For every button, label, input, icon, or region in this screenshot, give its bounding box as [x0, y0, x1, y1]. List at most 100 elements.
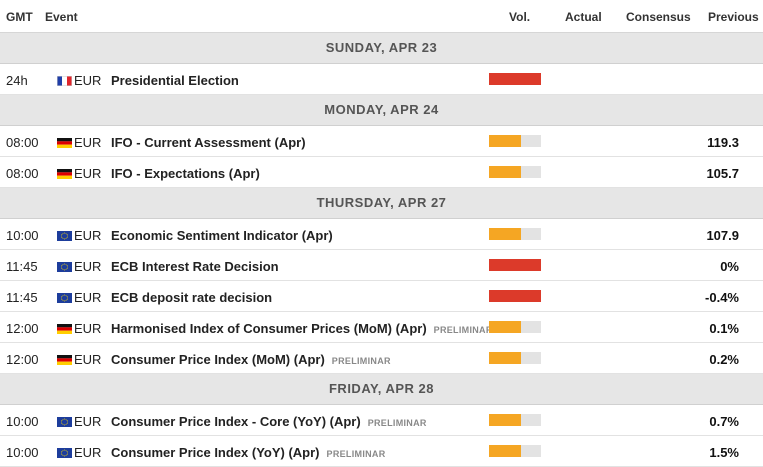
event-row[interactable]: 11:45 EUR ECB Interest Rate Decision 0% [0, 250, 763, 281]
preliminary-tag: PRELIMINAR [331, 356, 391, 366]
volatility-bar [489, 259, 541, 271]
event-name[interactable]: Economic Sentiment Indicator (Apr) [111, 228, 333, 243]
eu-flag-icon [57, 446, 72, 458]
volatility-bar [489, 445, 541, 457]
event-name[interactable]: IFO - Current Assessment (Apr) [111, 135, 306, 150]
volatility-bar [489, 321, 541, 333]
previous-value: 0.2% [709, 352, 739, 367]
event-currency: EUR [74, 414, 102, 429]
event-currency: EUR [74, 290, 102, 305]
event-name[interactable]: ECB deposit rate decision [111, 290, 272, 305]
event-time: 08:00 [6, 166, 39, 181]
volatility-bar [489, 166, 541, 178]
volatility-bar [489, 135, 541, 147]
event-name[interactable]: Consumer Price Index (YoY) (Apr) PRELIMIN… [111, 445, 386, 460]
event-name[interactable]: Consumer Price Index (MoM) (Apr) PRELIMIN… [111, 352, 391, 367]
event-row[interactable]: 08:00 EUR IFO - Expectations (Apr) 105.7 [0, 157, 763, 188]
volatility-bar [489, 352, 541, 364]
volatility-fill [489, 352, 521, 364]
previous-value: 0.7% [709, 414, 739, 429]
germany-flag-icon [57, 167, 72, 179]
volatility-fill [489, 414, 521, 426]
volatility-fill [489, 321, 521, 333]
event-name[interactable]: ECB Interest Rate Decision [111, 259, 279, 274]
column-header-gmt[interactable]: GMT [6, 10, 33, 24]
event-time: 24h [6, 73, 28, 88]
volatility-fill [489, 259, 541, 271]
column-header-vol[interactable]: Vol. [509, 10, 531, 24]
preliminary-tag: PRELIMINAR [367, 418, 427, 428]
event-row[interactable]: 08:00 EUR IFO - Current Assessment (Apr) 11… [0, 126, 763, 157]
event-name[interactable]: Consumer Price Index - Core (YoY) (Apr) P… [111, 414, 427, 429]
column-header-consensus[interactable]: Consensus [626, 10, 691, 24]
eu-flag-icon [57, 260, 72, 272]
event-time: 12:00 [6, 352, 39, 367]
previous-value: 105.7 [706, 166, 739, 181]
event-title[interactable]: ECB Interest Rate Decision [111, 259, 279, 274]
event-row[interactable]: 10:00 EUR Economic Sentiment Indicator (Ap… [0, 219, 763, 250]
france-flag-icon [57, 74, 72, 86]
event-title[interactable]: ECB deposit rate decision [111, 290, 273, 305]
event-currency: EUR [74, 352, 102, 367]
preliminary-tag: PRELIMINAR [433, 325, 493, 335]
event-row[interactable]: 12:00 EUR Consumer Price Index (MoM) (Apr)… [0, 343, 763, 374]
event-row[interactable]: 10:00 EUR Consumer Price Index - Core (YoY… [0, 405, 763, 436]
event-time: 08:00 [6, 135, 39, 150]
event-row[interactable]: 24h EUR Presidential Election [0, 64, 763, 95]
event-time: 10:00 [6, 414, 39, 429]
eu-flag-icon [57, 291, 72, 303]
event-time: 11:45 [6, 259, 38, 274]
previous-value: 107.9 [706, 228, 739, 243]
column-header-event[interactable]: Event [45, 10, 78, 24]
event-title[interactable]: IFO - Expectations (Apr) [111, 166, 260, 181]
preliminary-tag: PRELIMINAR [326, 449, 386, 459]
germany-flag-icon [57, 136, 72, 148]
event-name[interactable]: IFO - Expectations (Apr) [111, 166, 260, 181]
table-header: GMT Event Vol. Actual Consensus Previous [0, 0, 763, 33]
eu-flag-icon [57, 415, 72, 427]
event-title[interactable]: Harmonised Index of Consumer Prices (MoM… [111, 321, 427, 336]
event-row[interactable]: 10:00 EUR Consumer Price Index (YoY) (Apr)… [0, 436, 763, 467]
volatility-bar [489, 414, 541, 426]
previous-value: 0.1% [709, 321, 739, 336]
day-header: MONDAY, APR 24 [0, 95, 763, 126]
event-currency: EUR [74, 445, 102, 460]
volatility-fill [489, 445, 521, 457]
event-time: 11:45 [6, 290, 38, 305]
event-title[interactable]: Economic Sentiment Indicator (Apr) [111, 228, 333, 243]
event-time: 10:00 [6, 228, 39, 243]
event-title[interactable]: Consumer Price Index - Core (YoY) (Apr) [111, 414, 361, 429]
event-currency: EUR [74, 228, 102, 243]
volatility-fill [489, 135, 521, 147]
column-header-actual[interactable]: Actual [565, 10, 602, 24]
germany-flag-icon [57, 353, 72, 365]
event-currency: EUR [74, 166, 102, 181]
event-time: 12:00 [6, 321, 39, 336]
germany-flag-icon [57, 322, 72, 334]
event-currency: EUR [74, 321, 102, 336]
volatility-bar [489, 73, 541, 85]
event-title[interactable]: Consumer Price Index (YoY) (Apr) [111, 445, 320, 460]
volatility-fill [489, 228, 521, 240]
economic-calendar: SUNDAY, APR 23 24h EUR Presidential Electio… [0, 33, 763, 467]
event-title[interactable]: Presidential Election [111, 73, 239, 88]
day-header: THURSDAY, APR 27 [0, 188, 763, 219]
column-header-previous[interactable]: Previous [708, 10, 759, 24]
event-currency: EUR [74, 73, 102, 88]
event-row[interactable]: 12:00 EUR Harmonised Index of Consumer Pri… [0, 312, 763, 343]
event-name[interactable]: Presidential Election [111, 73, 239, 88]
day-header: SUNDAY, APR 23 [0, 33, 763, 64]
event-row[interactable]: 11:45 EUR ECB deposit rate decision -0.4% [0, 281, 763, 312]
event-title[interactable]: IFO - Current Assessment (Apr) [111, 135, 306, 150]
volatility-bar [489, 290, 541, 302]
eu-flag-icon [57, 229, 72, 241]
previous-value: 1.5% [709, 445, 739, 460]
event-time: 10:00 [6, 445, 39, 460]
previous-value: 119.3 [707, 135, 739, 150]
volatility-fill [489, 290, 541, 302]
event-currency: EUR [74, 135, 102, 150]
previous-value: -0.4% [705, 290, 739, 305]
day-header: FRIDAY, APR 28 [0, 374, 763, 405]
event-name[interactable]: Harmonised Index of Consumer Prices (MoM… [111, 321, 493, 336]
event-title[interactable]: Consumer Price Index (MoM) (Apr) [111, 352, 325, 367]
